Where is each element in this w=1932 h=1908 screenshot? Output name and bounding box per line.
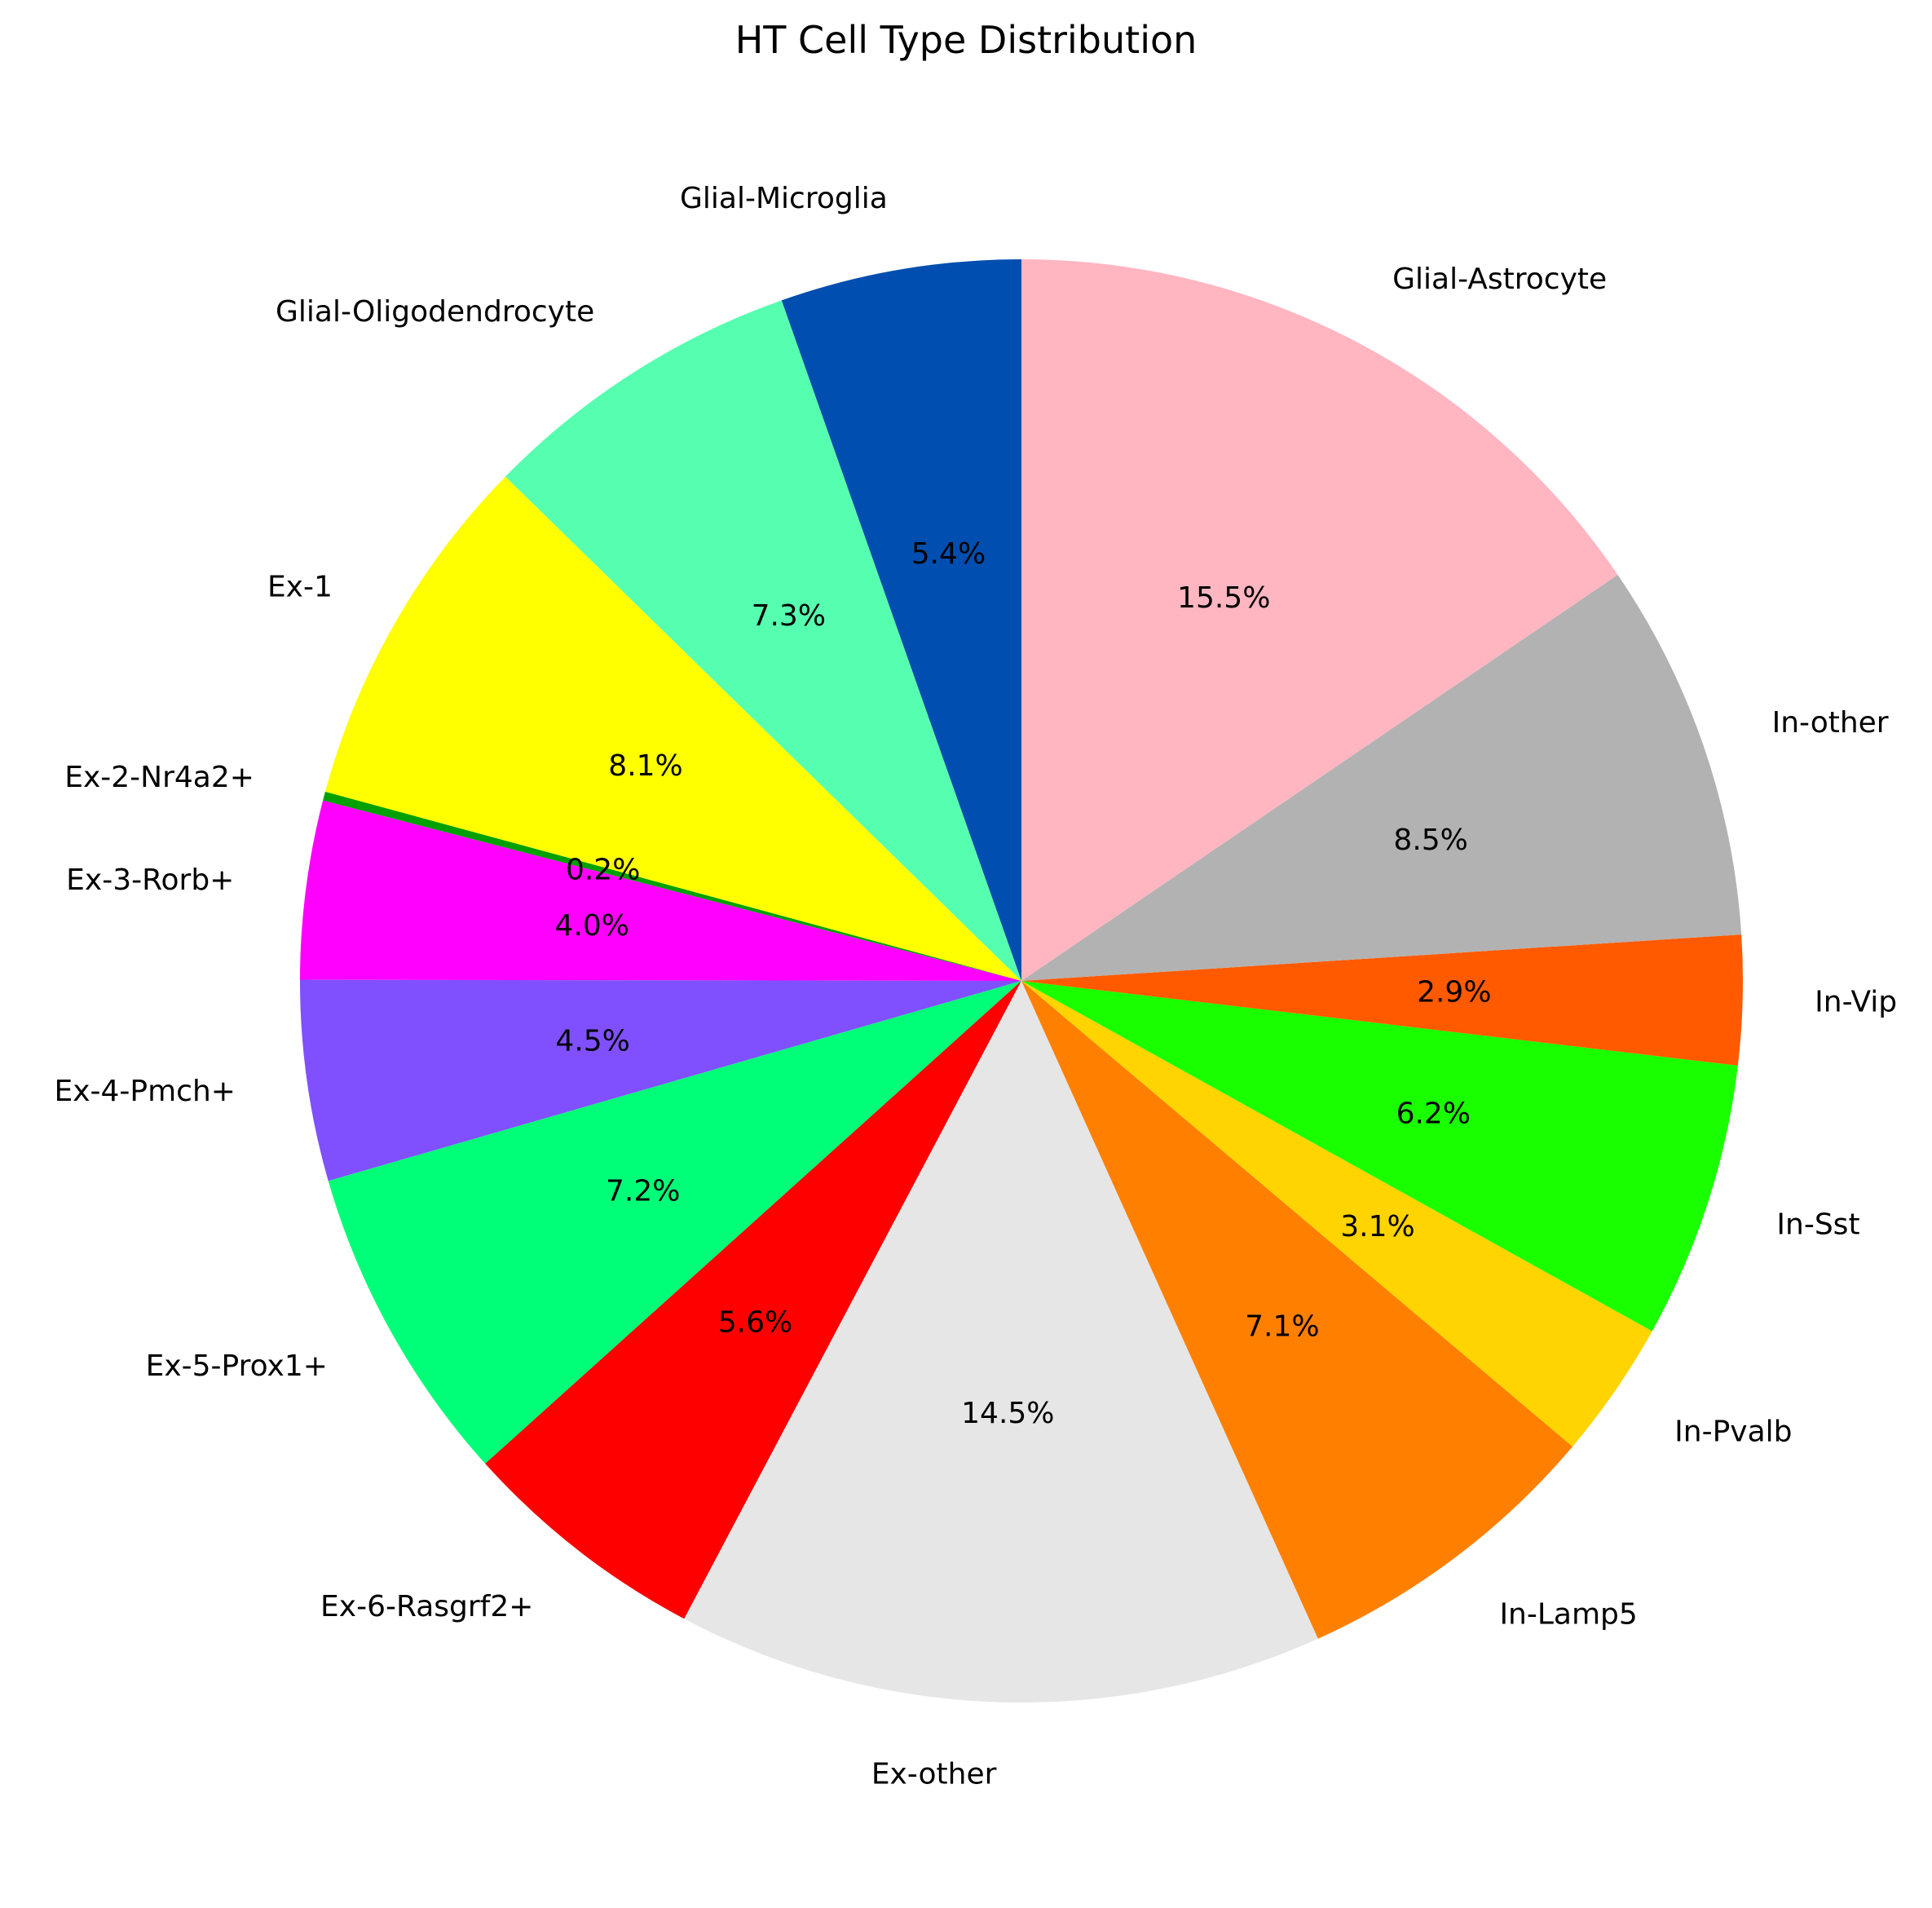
pie-slice-ex-3-rorb <box>300 800 1021 981</box>
slice-label-ex-5-prox1: Ex-5-Prox1+ <box>146 1349 328 1383</box>
pie-slice-glial-astrocyte <box>1021 259 1618 981</box>
pct-label-in-lamp5: 7.1% <box>1245 1310 1319 1343</box>
slice-label-glial-microglia: Glial-Microglia <box>680 182 888 215</box>
pie-slice-glial-oligodendrocyte <box>505 300 1021 981</box>
slice-label-in-pvalb: In-Pvalb <box>1674 1416 1792 1449</box>
pct-label-ex-4-pmch: 4.5% <box>555 1024 629 1058</box>
pie-slice-in-other <box>1021 574 1742 981</box>
labels-layer: 5.4% Glial-Microglia 7.3% Glial-Oligodendro… <box>54 182 1897 1791</box>
pie-slice-in-sst <box>1021 981 1738 1332</box>
pie-slice-glial-microglia <box>781 259 1021 981</box>
slice-label-in-vip: In-Vip <box>1815 985 1897 1018</box>
slices-layer <box>300 259 1743 1703</box>
slice-label-glial-oligodendrocyte: Glial-Oligodendrocyte <box>276 295 594 329</box>
pct-label-ex-1: 8.1% <box>608 749 682 783</box>
pie-slice-in-pvalb <box>1021 981 1652 1447</box>
pct-label-glial-astrocyte: 15.5% <box>1177 581 1270 615</box>
slice-label-ex-1: Ex-1 <box>267 570 333 603</box>
chart-title: HT Cell Type Distribution <box>734 18 1198 62</box>
pct-label-in-pvalb: 3.1% <box>1340 1210 1414 1243</box>
slice-label-in-lamp5: In-Lamp5 <box>1499 1598 1637 1632</box>
slice-label-ex-6-rasgrf2: Ex-6-Rasgrf2+ <box>320 1590 533 1623</box>
pie-slice-ex-other <box>684 981 1318 1703</box>
pct-label-ex-6-rasgrf2: 5.6% <box>718 1305 792 1339</box>
pct-label-glial-microglia: 5.4% <box>911 537 986 571</box>
pie-slice-in-vip <box>1021 934 1743 1066</box>
slice-label-ex-3-rorb: Ex-3-Rorb+ <box>66 863 234 897</box>
slice-label-glial-astrocyte: Glial-Astrocyte <box>1392 263 1607 296</box>
slice-label-ex-2-nr4a2: Ex-2-Nr4a2+ <box>64 761 254 794</box>
pct-label-in-other: 8.5% <box>1393 824 1467 857</box>
pct-label-ex-2-nr4a2: 0.2% <box>566 854 640 887</box>
pie-slice-ex-2-nr4a2 <box>323 792 1022 981</box>
pct-label-in-sst: 6.2% <box>1396 1098 1471 1131</box>
pct-label-ex-other: 14.5% <box>961 1397 1054 1430</box>
pct-label-glial-oligodendrocyte: 7.3% <box>752 599 826 633</box>
pct-label-ex-3-rorb: 4.0% <box>555 909 629 943</box>
slice-label-ex-4-pmch: Ex-4-Pmch+ <box>54 1075 236 1108</box>
slice-label-in-sst: In-Sst <box>1776 1208 1859 1242</box>
pie-slice-in-lamp5 <box>1021 981 1573 1639</box>
slice-label-ex-other: Ex-other <box>871 1758 997 1791</box>
slice-label-in-other: In-other <box>1772 706 1889 740</box>
pct-label-in-vip: 2.9% <box>1417 976 1491 1009</box>
pie-slice-ex-1 <box>324 476 1022 981</box>
pie-slice-ex-6-rasgrf2 <box>485 981 1021 1619</box>
pie-slice-ex-5-prox1 <box>328 981 1022 1464</box>
pie-slice-ex-4-pmch <box>300 979 1021 1181</box>
pct-label-ex-5-prox1: 7.2% <box>606 1174 680 1208</box>
